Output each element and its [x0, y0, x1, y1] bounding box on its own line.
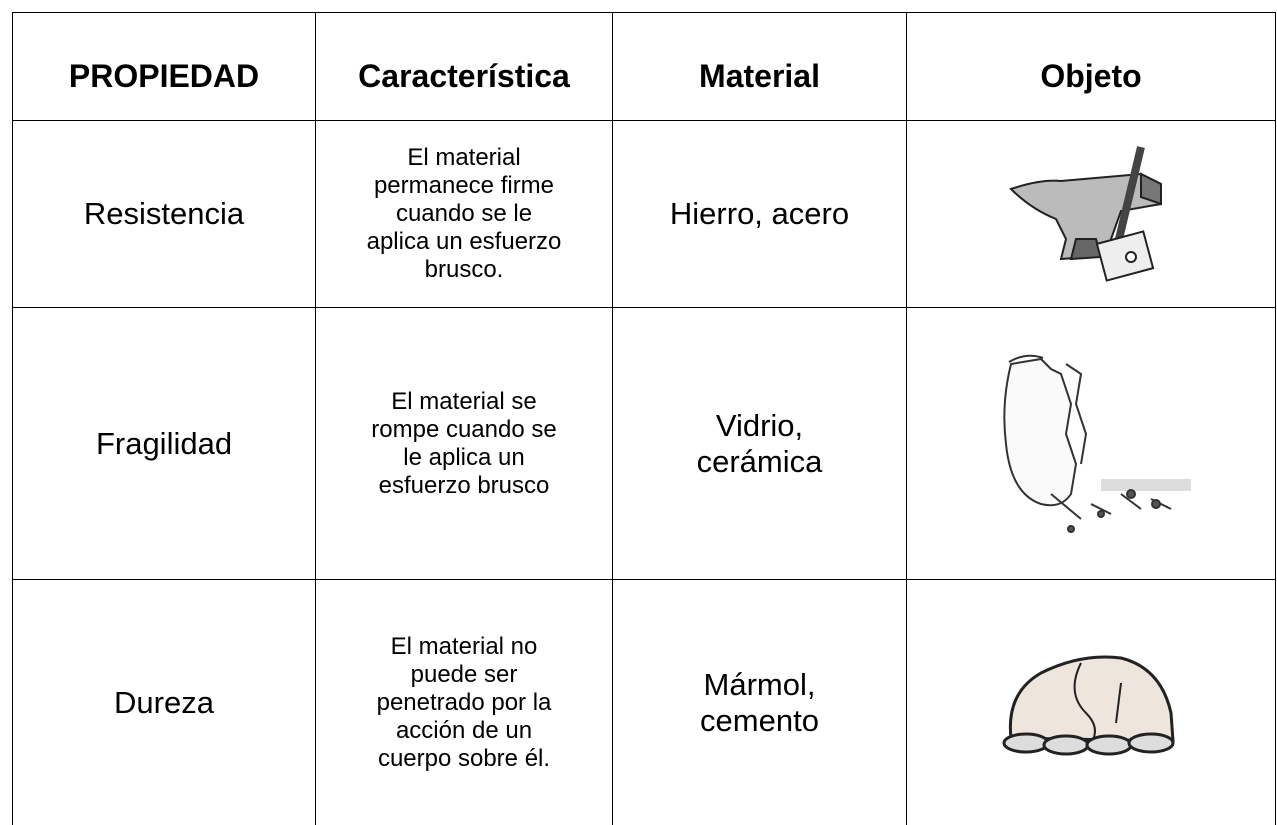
header-cell: Característica [316, 13, 613, 121]
object-cell [907, 580, 1276, 825]
material: Hierro, acero [613, 121, 907, 308]
row: Fragilidad El material se rompe cuando s… [13, 308, 1276, 580]
characteristic: El material se rompe cuando se le aplica… [316, 308, 613, 580]
property: Fragilidad [13, 308, 316, 580]
characteristic: El material no puede ser penetrado por l… [316, 580, 613, 825]
row: Resistencia El material permanece firme … [13, 121, 1276, 308]
broken-vase-icon [981, 344, 1201, 544]
material: Mármol, cemento [613, 580, 907, 825]
anvil-icon [1001, 139, 1181, 289]
object-cell [907, 308, 1276, 580]
rock-icon [991, 643, 1191, 763]
material: Vidrio, cerámica [613, 308, 907, 580]
properties-table: PROPIEDAD Característica Material Objeto… [12, 12, 1276, 825]
row: Dureza El material no puede ser penetrad… [13, 580, 1276, 825]
header-cell: Material [613, 13, 907, 121]
characteristic: El material permanece firme cuando se le… [316, 121, 613, 308]
header-cell: PROPIEDAD [13, 13, 316, 121]
object-cell [907, 121, 1276, 308]
header-row: PROPIEDAD Característica Material Objeto [13, 13, 1276, 121]
header-cell: Objeto [907, 13, 1276, 121]
property: Dureza [13, 580, 316, 825]
property: Resistencia [13, 121, 316, 308]
